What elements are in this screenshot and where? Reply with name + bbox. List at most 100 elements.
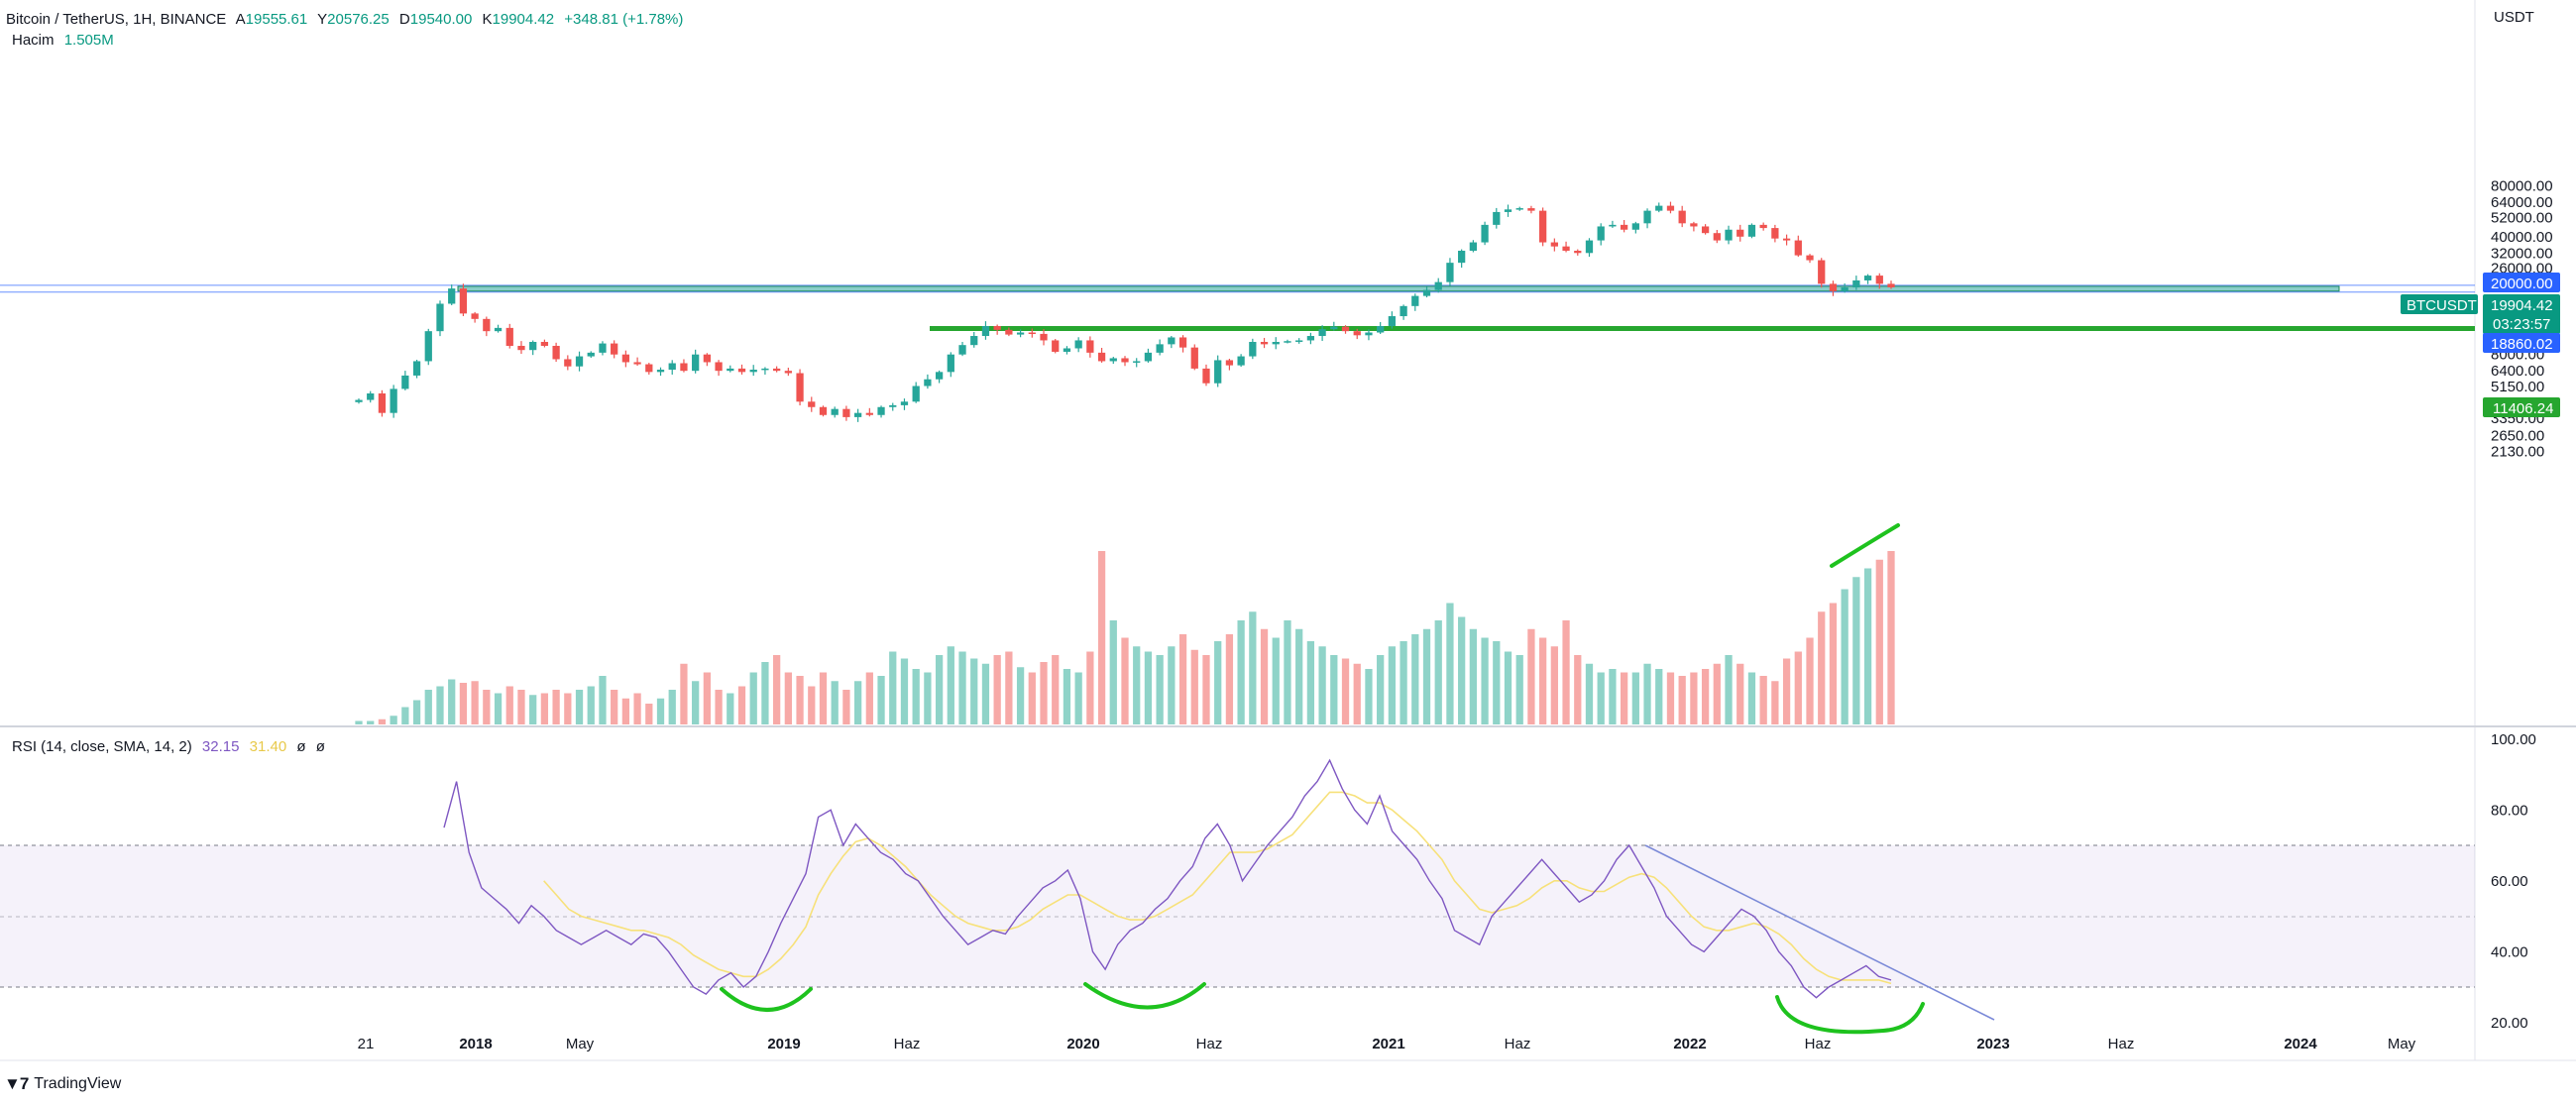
symbol-name[interactable]: Bitcoin / TetherUS, 1H, BINANCE	[6, 11, 227, 28]
volume-bar	[1515, 655, 1523, 724]
volume-bar	[1400, 641, 1407, 724]
volume-bar	[1841, 589, 1848, 724]
time-tick-label: Haz	[1805, 1036, 1832, 1052]
volume-bar	[390, 716, 397, 724]
candle-down	[1539, 207, 1547, 247]
volume-bar	[1806, 637, 1814, 724]
rsi-tick-label: 60.00	[2491, 873, 2528, 890]
time-axis[interactable]: 21 2018 May 2019 Haz 2020 Haz 2021 Haz 2022 Haz 202…	[358, 1036, 2416, 1052]
candle-down	[1527, 205, 1535, 214]
ohlc-change: +348.81 (+1.78%)	[564, 11, 684, 28]
candle-down	[1202, 364, 1210, 387]
time-tick-label: 2022	[1673, 1036, 1706, 1052]
volume-bar	[737, 686, 746, 724]
time-tick-label: 2023	[1976, 1036, 2009, 1052]
candle-body	[378, 392, 387, 413]
time-tick-label: Haz	[894, 1036, 921, 1052]
candle-body	[935, 372, 944, 380]
candle-up	[1493, 207, 1501, 229]
volume-bar	[656, 698, 665, 724]
candle-down	[540, 339, 549, 348]
volume-bar	[796, 676, 804, 724]
volume-bar	[1109, 620, 1117, 724]
symbol-tag: BTCUSDT	[2401, 294, 2478, 314]
candle-up	[575, 351, 584, 372]
tradingview-branding[interactable]: ▼7 TradingView	[4, 1074, 121, 1094]
price-tick-label: 52000.00	[2491, 209, 2553, 226]
volume-bar	[540, 693, 549, 724]
candle-up	[877, 405, 885, 418]
volume-bar	[853, 681, 862, 724]
volume-bar	[367, 720, 375, 724]
candle-down	[737, 364, 746, 375]
candle-up	[924, 374, 932, 389]
candle-down	[1052, 338, 1060, 354]
candle-body	[1887, 283, 1895, 287]
volume-bar	[1562, 620, 1570, 724]
candle-body	[1249, 341, 1257, 357]
volume-bar	[448, 679, 456, 724]
candle-down	[842, 405, 850, 421]
candle-up	[656, 367, 665, 377]
candle-down	[645, 363, 653, 375]
candle-up	[1063, 346, 1071, 355]
candle-body	[1655, 205, 1663, 211]
candle-body	[877, 406, 885, 415]
candle-up	[1284, 339, 1291, 344]
time-tick-label: 2018	[459, 1036, 492, 1052]
chart-annotations	[0, 284, 2475, 331]
candle-down	[471, 311, 479, 323]
candle-down	[1005, 327, 1013, 337]
volume-bar	[912, 669, 920, 724]
candle-down	[459, 283, 468, 316]
rsi-legend[interactable]: RSI (14, close, SMA, 14, 2) 32.15 31.40 …	[12, 738, 331, 755]
candle-down	[1353, 328, 1361, 340]
candle-body	[367, 392, 375, 400]
volume-bar	[1747, 672, 1756, 724]
candle-body	[587, 352, 595, 357]
candle-down	[505, 323, 513, 349]
volume-bar	[958, 651, 966, 724]
candle-body	[749, 370, 757, 373]
candle-body	[1469, 242, 1477, 252]
candle-body	[1156, 344, 1164, 353]
volume-bar	[1377, 655, 1385, 724]
volume-bar	[1016, 667, 1025, 724]
candle-down	[993, 324, 1001, 335]
rsi-trendline	[1644, 844, 1995, 1021]
candle-body	[1365, 332, 1373, 336]
candle-body	[1759, 224, 1767, 229]
svg-text:19904.42: 19904.42	[2491, 297, 2553, 314]
symbol-legend[interactable]: Bitcoin / TetherUS, 1H, BINANCE A19555.6…	[6, 11, 689, 28]
volume-legend[interactable]: Hacim 1.505M	[12, 32, 120, 49]
candle-body	[471, 313, 479, 319]
candle-up	[1318, 325, 1326, 341]
candle-up	[1214, 355, 1222, 387]
time-tick-label: 2024	[2284, 1036, 2317, 1052]
hand-drawings	[720, 523, 1995, 1035]
candle-down	[378, 389, 387, 417]
candle-body	[1434, 281, 1442, 290]
rsi-axis[interactable]: 100.00 80.00 60.00 40.00 20.00	[2491, 731, 2536, 1032]
candle-down	[819, 405, 828, 417]
candle-down	[1713, 230, 1721, 244]
candle-body	[819, 406, 828, 415]
rsi-label: RSI (14, close, SMA, 14, 2)	[12, 738, 192, 755]
price-tick-label: 32000.00	[2491, 245, 2553, 262]
candle-body	[645, 364, 653, 373]
candle-up	[912, 382, 920, 403]
tradingview-logo-icon: ▼7	[4, 1074, 29, 1093]
currency-label: USDT	[2494, 9, 2534, 26]
candle-down	[1574, 249, 1582, 256]
support-price-tag: 11406.24	[2483, 397, 2560, 417]
candle-body	[853, 412, 862, 417]
candle-body	[1028, 332, 1036, 335]
volume-bar	[924, 672, 932, 724]
volume-bar	[1585, 663, 1594, 724]
volume-bar	[1875, 559, 1883, 724]
candle-down	[1178, 335, 1187, 353]
candle-up	[1481, 221, 1489, 246]
volume-bar	[1643, 663, 1651, 724]
rsi-tick-label: 40.00	[2491, 943, 2528, 960]
